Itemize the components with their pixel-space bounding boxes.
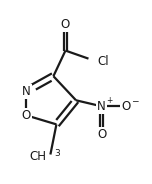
Text: O: O: [61, 18, 70, 31]
Text: −: −: [131, 96, 138, 105]
Text: O: O: [22, 109, 31, 122]
Text: N: N: [97, 100, 106, 113]
Text: CH: CH: [29, 150, 46, 162]
Text: +: +: [107, 96, 113, 105]
Text: N: N: [22, 85, 31, 98]
Text: 3: 3: [54, 149, 60, 158]
Text: Cl: Cl: [98, 55, 109, 68]
Text: O: O: [121, 100, 130, 113]
Text: O: O: [97, 128, 106, 141]
